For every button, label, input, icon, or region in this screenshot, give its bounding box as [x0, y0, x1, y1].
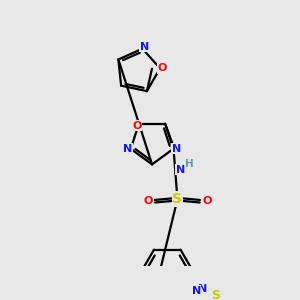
Text: N: N: [123, 144, 132, 154]
Text: N: N: [176, 165, 185, 175]
Text: N: N: [191, 286, 201, 296]
Text: N: N: [140, 42, 149, 52]
Text: N: N: [198, 284, 207, 294]
Text: N: N: [172, 144, 181, 154]
Text: S: S: [212, 290, 220, 300]
Text: O: O: [158, 63, 167, 73]
Text: O: O: [132, 121, 142, 131]
Text: O: O: [202, 196, 212, 206]
Text: O: O: [143, 196, 153, 206]
Text: S: S: [172, 192, 182, 206]
Text: H: H: [185, 158, 194, 169]
